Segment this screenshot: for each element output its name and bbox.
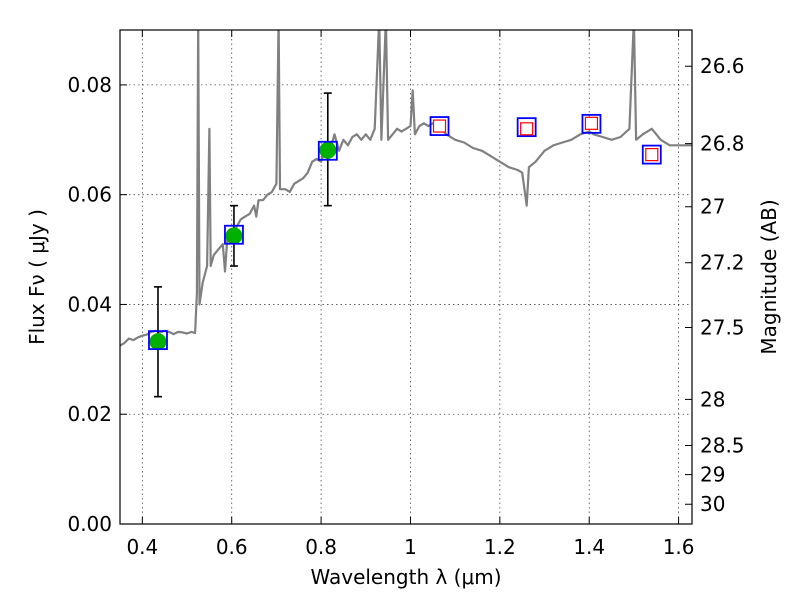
right-tick-label: 29 xyxy=(700,463,725,487)
y-tick-label: 0.06 xyxy=(67,183,112,207)
plot-frame xyxy=(119,29,693,525)
right-tick-label: 30 xyxy=(700,492,725,516)
x-tick-label: 0.8 xyxy=(305,535,337,559)
right-tick-label: 28 xyxy=(700,387,725,411)
markers xyxy=(148,92,662,398)
x-tick-label: 0.4 xyxy=(126,535,158,559)
right-tick-label: 27 xyxy=(700,195,725,219)
model-box xyxy=(581,113,602,134)
sed-line xyxy=(120,30,692,347)
plot-area xyxy=(120,30,692,347)
model-box xyxy=(224,224,244,245)
y-axis-label: Flux Fν ( μJy ) xyxy=(25,209,49,345)
right-tick-label: 28.5 xyxy=(700,434,745,458)
model-box xyxy=(317,140,338,161)
right-tick-label: 26.8 xyxy=(700,132,745,156)
y-tick-label: 0.04 xyxy=(67,292,112,316)
model-box xyxy=(641,144,662,165)
observed-point xyxy=(319,141,337,159)
non-detection-marker xyxy=(432,119,447,133)
non-detection-marker xyxy=(520,122,534,136)
ticks: 0.4 0.6 0.8 1 1.2 1.4 1.6 0.00 0.02 0.04 0.06 0.08 2… xyxy=(67,30,745,559)
x-axis-label: Wavelength λ (μm) xyxy=(310,565,501,589)
right-tick-label: 27.5 xyxy=(700,315,745,339)
non-detection-marker xyxy=(584,116,599,130)
y-tick-label: 0.08 xyxy=(67,73,112,97)
non-detection-marker xyxy=(645,147,659,162)
x-tick-label: 1.2 xyxy=(484,535,516,559)
observed-point xyxy=(149,333,167,351)
model-box xyxy=(429,116,450,136)
right-axis-label: Magnitude (AB) xyxy=(757,199,781,354)
x-tick-label: 0.6 xyxy=(216,535,248,559)
x-tick-label: 1 xyxy=(404,535,417,559)
model-box xyxy=(516,117,537,138)
y-tick-label: 0.02 xyxy=(67,402,112,426)
y-tick-label: 0.00 xyxy=(67,512,112,536)
x-tick-label: 1.4 xyxy=(573,535,605,559)
x-tick-label: 1.6 xyxy=(663,535,695,559)
observed-point xyxy=(225,227,243,245)
right-tick-label: 27.2 xyxy=(700,251,745,275)
model-box xyxy=(148,330,168,351)
right-tick-label: 26.6 xyxy=(700,54,745,78)
